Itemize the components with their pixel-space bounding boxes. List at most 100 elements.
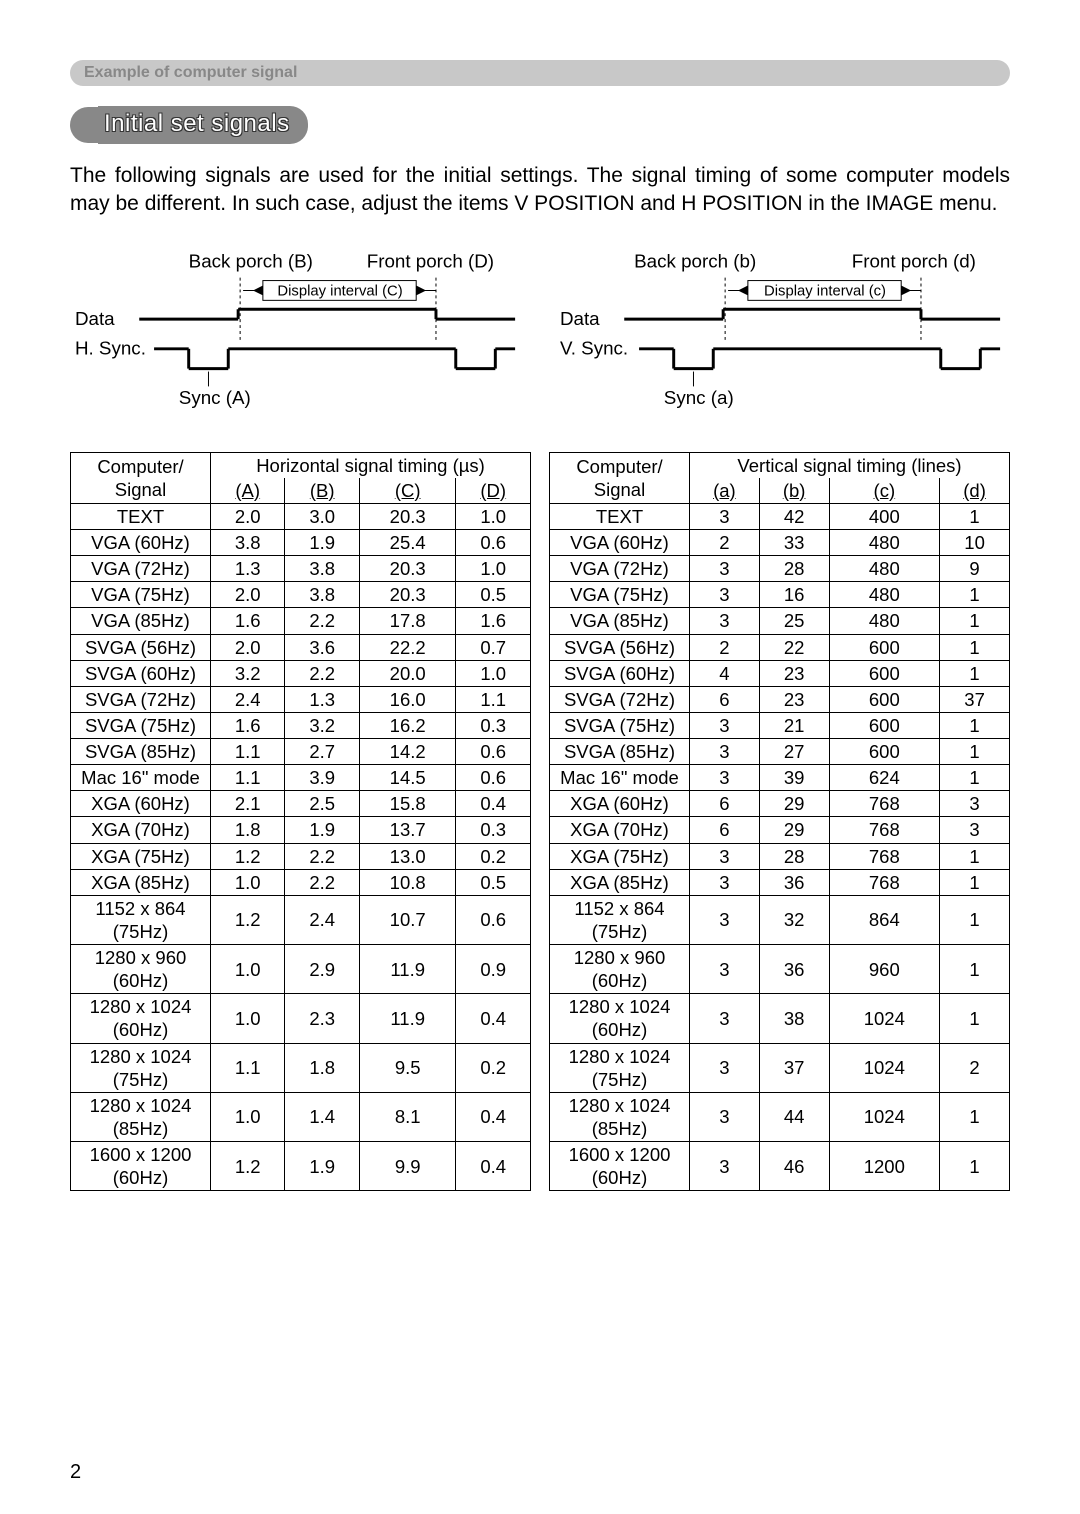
table-cell: 8.1	[359, 1092, 456, 1141]
timing-diagrams: Back porch (B) Front porch (D) Display i…	[70, 247, 1010, 422]
table-cell: 1152 x 864(75Hz)	[71, 895, 211, 944]
table-cell: 1	[940, 869, 1010, 895]
table-cell: XGA (70Hz)	[550, 817, 690, 843]
table-cell: 864	[829, 895, 940, 944]
table-cell: 2.4	[211, 686, 285, 712]
table-cell: 1.0	[211, 869, 285, 895]
table-cell: SVGA (72Hz)	[71, 686, 211, 712]
table-cell: 29	[759, 817, 829, 843]
table-cell: 1024	[829, 1043, 940, 1092]
table-header-row: Computer/SignalHorizontal signal timing …	[71, 452, 531, 478]
intro-paragraph: The following signals are used for the i…	[70, 162, 1010, 219]
table-cell: 2.0	[211, 634, 285, 660]
table-cell: VGA (60Hz)	[550, 530, 690, 556]
table-cell: XGA (85Hz)	[550, 869, 690, 895]
table-cell: 3.8	[211, 530, 285, 556]
table-cell: SVGA (75Hz)	[550, 712, 690, 738]
table-row: SVGA (85Hz)3276001	[550, 739, 1010, 765]
h-sync-line-label: H. Sync.	[75, 337, 146, 358]
table-row: XGA (75Hz)3287681	[550, 843, 1010, 869]
table-cell: 3	[690, 712, 760, 738]
table-cell: 0.4	[456, 1092, 531, 1141]
table-cell: 1	[940, 945, 1010, 994]
tables-container: Computer/SignalHorizontal signal timing …	[70, 452, 1010, 1192]
table-cell: VGA (72Hz)	[550, 556, 690, 582]
table-row: SVGA (75Hz)1.63.216.20.3	[71, 712, 531, 738]
table-cell: 16.0	[359, 686, 456, 712]
table-cell: 4	[690, 660, 760, 686]
table-cell: 480	[829, 556, 940, 582]
table-cell: 2	[690, 634, 760, 660]
table-cell: 6	[690, 791, 760, 817]
table-cell: 1.3	[211, 556, 285, 582]
subtitle-pill: Initial set signals	[70, 106, 308, 144]
table-cell: Mac 16" mode	[71, 765, 211, 791]
table-cell: 1	[940, 895, 1010, 944]
table-cell: 3	[940, 791, 1010, 817]
table-cell: 624	[829, 765, 940, 791]
col-sub-header: (A)	[211, 478, 285, 504]
table-cell: 9	[940, 556, 1010, 582]
table-cell: 3	[690, 503, 760, 529]
table-cell: SVGA (72Hz)	[550, 686, 690, 712]
table-row: XGA (60Hz)6297683	[550, 791, 1010, 817]
table-row: 1600 x 1200(60Hz)34612001	[550, 1142, 1010, 1191]
table-cell: 38	[759, 994, 829, 1043]
table-row: XGA (70Hz)1.81.913.70.3	[71, 817, 531, 843]
table-cell: XGA (60Hz)	[71, 791, 211, 817]
table-cell: 11.9	[359, 945, 456, 994]
table-cell: 1600 x 1200(60Hz)	[550, 1142, 690, 1191]
table-cell: 16.2	[359, 712, 456, 738]
table-cell: XGA (60Hz)	[550, 791, 690, 817]
table-cell: XGA (85Hz)	[71, 869, 211, 895]
table-cell: 1.1	[456, 686, 531, 712]
table-header-row: Computer/SignalVertical signal timing (l…	[550, 452, 1010, 478]
table-cell: 22.2	[359, 634, 456, 660]
table-cell: VGA (85Hz)	[71, 608, 211, 634]
table-cell: 1280 x 960(60Hz)	[71, 945, 211, 994]
table-cell: 3	[690, 994, 760, 1043]
table-cell: 2.2	[285, 660, 359, 686]
table-cell: 1	[940, 503, 1010, 529]
table-cell: 1	[940, 608, 1010, 634]
table-cell: 0.4	[456, 1142, 531, 1191]
col-group-header: Horizontal signal timing (µs)	[211, 452, 531, 478]
table-cell: 0.6	[456, 530, 531, 556]
table-cell: 1.9	[285, 1142, 359, 1191]
table-cell: 1280 x 1024(75Hz)	[71, 1043, 211, 1092]
table-cell: 1024	[829, 994, 940, 1043]
table-cell: 2.2	[285, 869, 359, 895]
table-cell: 2	[690, 530, 760, 556]
table-cell: 1	[940, 1142, 1010, 1191]
table-cell: 1	[940, 634, 1010, 660]
table-cell: 2.3	[285, 994, 359, 1043]
table-cell: 2.4	[285, 895, 359, 944]
table-cell: 1280 x 960(60Hz)	[550, 945, 690, 994]
v-table-wrap: Computer/SignalVertical signal timing (l…	[549, 452, 1010, 1192]
table-cell: 0.7	[456, 634, 531, 660]
table-row: 1600 x 1200(60Hz)1.21.99.90.4	[71, 1142, 531, 1191]
col-sub-header: (D)	[456, 478, 531, 504]
vertical-timing-table: Computer/SignalVertical signal timing (l…	[549, 452, 1010, 1192]
table-cell: 44	[759, 1092, 829, 1141]
table-cell: TEXT	[71, 503, 211, 529]
table-cell: 28	[759, 843, 829, 869]
table-cell: SVGA (56Hz)	[550, 634, 690, 660]
table-cell: 25	[759, 608, 829, 634]
table-cell: 20.0	[359, 660, 456, 686]
table-cell: XGA (70Hz)	[71, 817, 211, 843]
table-row: Mac 16" mode3396241	[550, 765, 1010, 791]
table-cell: 10.7	[359, 895, 456, 944]
table-cell: 1280 x 1024(60Hz)	[550, 994, 690, 1043]
table-cell: 3	[690, 843, 760, 869]
table-row: 1280 x 1024(60Hz)33810241	[550, 994, 1010, 1043]
table-cell: SVGA (85Hz)	[550, 739, 690, 765]
table-cell: 1.0	[211, 994, 285, 1043]
col-sub-header: (c)	[829, 478, 940, 504]
table-cell: 2.0	[211, 503, 285, 529]
v-display-interval: Display interval (c)	[764, 283, 886, 299]
table-cell: 6	[690, 686, 760, 712]
table-row: TEXT2.03.020.31.0	[71, 503, 531, 529]
h-data-label: Data	[75, 308, 115, 329]
table-row: SVGA (75Hz)3216001	[550, 712, 1010, 738]
